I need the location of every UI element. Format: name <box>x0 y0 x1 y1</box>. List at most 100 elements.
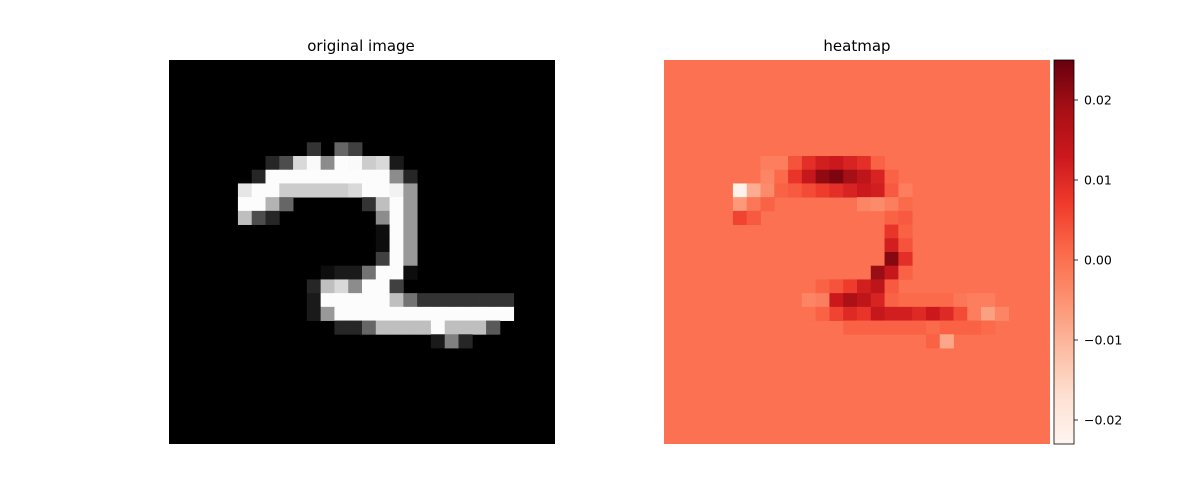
heatmap-cell <box>430 306 446 321</box>
heatmap-cell <box>898 210 913 225</box>
heatmap-cell <box>870 169 885 184</box>
heatmap-cell <box>251 183 266 198</box>
heatmap-cell <box>279 156 294 171</box>
heatmap-cell <box>925 320 941 335</box>
colorbar-tick-label: −0.01 <box>1084 333 1122 348</box>
heatmap-cell <box>486 320 501 335</box>
heatmap-cell <box>732 183 748 198</box>
heatmap-cell <box>760 183 775 198</box>
heatmap-cell <box>403 197 418 212</box>
heatmap-cell <box>788 169 803 184</box>
heatmap-cell <box>348 306 363 321</box>
heatmap-cell <box>293 156 308 171</box>
heatmap-cell <box>403 252 418 267</box>
heatmap-cell <box>279 183 294 198</box>
heatmap-cell <box>499 306 515 321</box>
original-image-grid <box>169 60 555 444</box>
heatmap-cell <box>857 279 872 294</box>
heatmap-cell <box>774 156 789 171</box>
heatmap-cell <box>898 320 913 335</box>
heatmap-cell <box>829 183 844 198</box>
heatmap-cell <box>403 320 418 335</box>
heatmap-cell <box>801 293 817 308</box>
heatmap-cell <box>430 334 446 349</box>
heatmap-cell <box>320 265 335 280</box>
heatmap-cell <box>306 183 322 198</box>
colorbar-tick-label: 0.00 <box>1084 253 1112 268</box>
heatmap-cell <box>884 265 899 280</box>
heatmap-cell <box>375 293 390 308</box>
heatmap-cell <box>362 183 377 198</box>
heatmap-cell <box>375 265 390 280</box>
heatmap-cell <box>760 169 775 184</box>
heatmap-cell <box>843 169 858 184</box>
heatmap-cell <box>788 183 803 198</box>
heatmap-cell <box>334 156 349 171</box>
heatmap-grid <box>664 60 1050 444</box>
heatmap-cell <box>334 142 349 157</box>
heatmap-cell <box>774 183 789 198</box>
heatmap-cell <box>884 238 899 253</box>
heatmap-cell <box>334 169 349 184</box>
heatmap-cell <box>746 210 761 225</box>
heatmap-cell <box>925 293 941 308</box>
heatmap-cell <box>857 156 872 171</box>
heatmap-cell <box>829 169 844 184</box>
heatmap-cell <box>444 293 459 308</box>
heatmap-cell <box>884 197 899 212</box>
heatmap-cell <box>348 142 363 157</box>
heatmap-cell <box>306 293 322 308</box>
heatmap-cell <box>801 183 817 198</box>
heatmap-cell <box>403 169 418 184</box>
heatmap-cell <box>843 293 858 308</box>
heatmap-cell <box>774 169 789 184</box>
heatmap-cell <box>870 197 885 212</box>
heatmap-cell <box>857 197 872 212</box>
heatmap-cell <box>444 320 459 335</box>
heatmap-cell <box>870 156 885 171</box>
colorbar: 0.02 0.01 0.00 −0.01 −0.02 <box>1053 59 1122 445</box>
heatmap-cell <box>389 224 404 239</box>
heatmap-cell <box>265 156 280 171</box>
heatmap-cell <box>389 197 404 212</box>
heatmap-cell <box>403 293 418 308</box>
heatmap-cell <box>389 252 404 267</box>
heatmap-cell <box>251 197 266 212</box>
colorbar-gradient <box>1053 59 1075 445</box>
heatmap-cell <box>306 142 322 157</box>
heatmap-cell <box>870 279 885 294</box>
heatmap-cell <box>417 293 432 308</box>
heatmap-cell <box>265 210 280 225</box>
heatmap-cell <box>375 320 390 335</box>
heatmap-cell <box>279 197 294 212</box>
heatmap-cell <box>417 306 432 321</box>
heatmap-cell <box>815 169 830 184</box>
heatmap-cell <box>403 265 418 280</box>
heatmap-cell <box>417 320 432 335</box>
left-panel-title: original image <box>307 37 415 55</box>
heatmap-cell <box>362 279 377 294</box>
heatmap-cell <box>870 306 885 321</box>
heatmap-cell <box>843 320 858 335</box>
heatmap-cell <box>857 306 872 321</box>
heatmap-cell <box>912 293 927 308</box>
heatmap-cell <box>499 293 515 308</box>
heatmap-cell <box>746 183 761 198</box>
heatmap-cell <box>362 320 377 335</box>
heatmap-cell <box>403 306 418 321</box>
heatmap-cell <box>732 197 748 212</box>
heatmap-cell <box>389 306 404 321</box>
heatmap-cell <box>320 306 335 321</box>
heatmap-cell <box>815 293 830 308</box>
heatmap-cell <box>375 156 390 171</box>
heatmap-cell <box>348 265 363 280</box>
heatmap-cell <box>334 320 349 335</box>
heatmap-cell <box>870 320 885 335</box>
heatmap-cell <box>348 293 363 308</box>
heatmap-cell <box>898 252 913 267</box>
heatmap-cell <box>912 306 927 321</box>
heatmap-cell <box>760 197 775 212</box>
heatmap-cell <box>981 306 996 321</box>
heatmap-cell <box>843 279 858 294</box>
heatmap-cell <box>829 306 844 321</box>
